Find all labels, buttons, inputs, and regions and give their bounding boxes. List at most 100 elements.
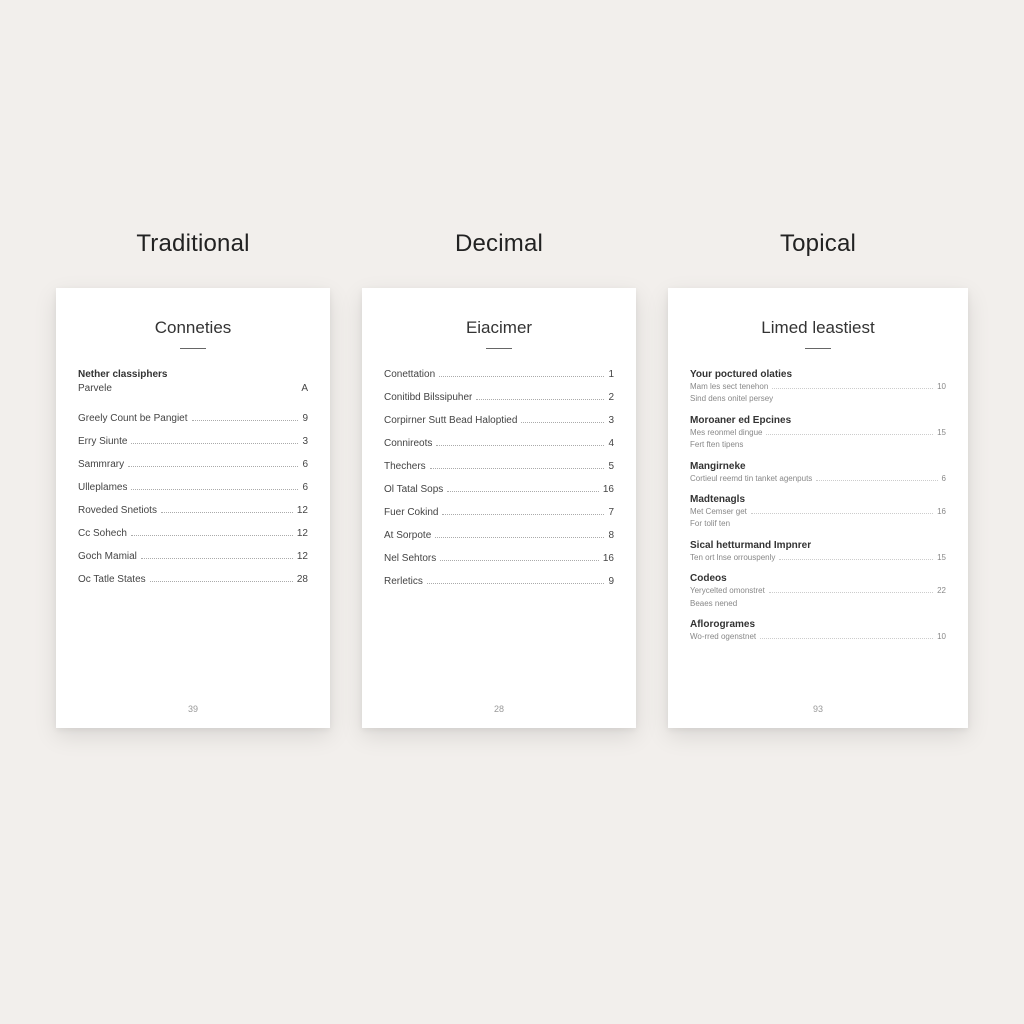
subentry-page: 10 — [937, 382, 946, 392]
subentry-label: Mes reonmel dingue — [690, 428, 762, 438]
entry-label: Goch Mamial — [78, 551, 137, 563]
group-heading: Madtenagls — [690, 494, 946, 505]
dot-leader — [131, 443, 298, 444]
group-subentry: Yerycelted omonstret22 — [690, 586, 946, 596]
subentry-page: 15 — [937, 553, 946, 563]
toc-entry: Conitibd Bilssipuher2 — [384, 392, 614, 404]
subentry-label: Ten ort lnse orrouspenly — [690, 553, 775, 563]
cards-row: Traditional Conneties Nether classiphers… — [56, 230, 968, 728]
toc-group: Aflorogrames Wo-rred ogenstnet 10 — [690, 619, 946, 642]
dot-leader — [442, 514, 604, 515]
dot-leader — [131, 489, 298, 490]
entry-page: 12 — [297, 528, 308, 540]
dot-leader — [141, 558, 293, 559]
entry-label: Roveded Snetiots — [78, 505, 157, 517]
subentry-label: Wo-rred ogenstnet — [690, 632, 756, 642]
dot-leader — [769, 592, 933, 593]
footer-page-number: 39 — [56, 704, 330, 714]
group-heading: Codeos — [690, 573, 946, 584]
toc-entry: Greely Count be Pangiet9 — [78, 413, 308, 425]
toc-entry: Oc Tatle States28 — [78, 574, 308, 586]
group-subentry: Mam les sect tenehon 10 — [690, 382, 946, 392]
subentry-label: Yerycelted omonstret — [690, 586, 765, 596]
dot-leader — [760, 638, 933, 639]
entry-label: Nether classiphers — [78, 369, 168, 381]
toc-entry: Nether classiphers — [78, 369, 308, 381]
entry-label: Oc Tatle States — [78, 574, 146, 586]
toc-group: Madtenagls Met Cemser get 16 For tolif ten — [690, 494, 946, 530]
group-heading: Your poctured olaties — [690, 369, 946, 380]
entry-page: 16 — [603, 553, 614, 565]
dot-leader — [161, 512, 293, 513]
subentry-label: Beaes nened — [690, 599, 737, 609]
entry-page: 12 — [297, 551, 308, 563]
column-title: Traditional — [136, 230, 249, 258]
card-title: Conneties — [78, 318, 308, 338]
title-rule — [486, 348, 512, 349]
toc-entries: Conettation1 Conitibd Bilssipuher2 Corpirn… — [384, 369, 614, 588]
toc-entry: Fuer Cokind7 — [384, 507, 614, 519]
toc-entry: Conettation1 — [384, 369, 614, 381]
dot-leader — [192, 420, 299, 421]
subentry-page: 10 — [937, 632, 946, 642]
toc-entry: Cc Sohech12 — [78, 528, 308, 540]
entry-label: At Sorpote — [384, 530, 431, 542]
title-rule — [805, 348, 831, 349]
entry-page: 8 — [608, 530, 614, 542]
footer-page-number: 93 — [668, 704, 968, 714]
group-heading: Moroaner ed Epcines — [690, 415, 946, 426]
dot-leader — [150, 581, 293, 582]
subentry-label: Mam les sect tenehon — [690, 382, 768, 392]
entry-page: 3 — [302, 436, 308, 448]
group-heading: Aflorogrames — [690, 619, 946, 630]
subentry-label: Fert ften tipens — [690, 440, 743, 450]
column-title: Decimal — [455, 230, 543, 258]
group-subentry: Sind dens onitel persey — [690, 394, 946, 404]
dot-leader — [447, 491, 599, 492]
toc-group: Codeos Yerycelted omonstret22 Beaes nened — [690, 573, 946, 609]
subentry-label: Met Cemser get — [690, 507, 747, 517]
group-heading: Mangirneke — [690, 461, 946, 472]
group-subentry: Cortieul reemd tin tanket agenputs 6 — [690, 474, 946, 484]
dot-leader — [131, 535, 293, 536]
dot-leader — [427, 583, 605, 584]
entry-page: 16 — [603, 484, 614, 496]
subentry-page: 15 — [937, 428, 946, 438]
group-subentry: For tolif ten — [690, 519, 946, 529]
entry-page: 6 — [302, 482, 308, 494]
toc-group: Mangirneke Cortieul reemd tin tanket agen… — [690, 461, 946, 484]
title-rule — [180, 348, 206, 349]
entry-label: Rerletics — [384, 576, 423, 588]
column-topical: Topical Limed leastiest Your poctured ol… — [668, 230, 968, 728]
entry-label: Fuer Cokind — [384, 507, 438, 519]
subentry-page: 16 — [937, 507, 946, 517]
card-decimal: Eiacimer Conettation1Conitibd Bilssipuhe… — [362, 288, 636, 728]
entry-page: A — [301, 383, 308, 395]
column-traditional: Traditional Conneties Nether classiphers… — [56, 230, 330, 728]
entry-label: Ol Tatal Sops — [384, 484, 443, 496]
group-subentry: Mes reonmel dingue 15 — [690, 428, 946, 438]
toc-entry: Corpirner Sutt Bead Haloptied3 — [384, 415, 614, 427]
group-subentry: Wo-rred ogenstnet 10 — [690, 632, 946, 642]
dot-leader — [440, 560, 599, 561]
column-decimal: Decimal Eiacimer Conettation1Conitibd Bi… — [362, 230, 636, 728]
toc-entry: Goch Mamial 12 — [78, 551, 308, 563]
dot-leader — [779, 559, 933, 560]
toc-groups: Your poctured olaties Mam les sect teneho… — [690, 369, 946, 642]
subentry-page: 6 — [942, 474, 946, 484]
subentry-label: For tolif ten — [690, 519, 730, 529]
subentry-label: Cortieul reemd tin tanket agenputs — [690, 474, 812, 484]
toc-entry: Ulleplames6 — [78, 482, 308, 494]
toc-entry: Sammrary6 — [78, 459, 308, 471]
entry-label: Greely Count be Pangiet — [78, 413, 188, 425]
toc-entry: Nel Sehtors16 — [384, 553, 614, 565]
entry-label: Connireots — [384, 438, 432, 450]
toc-group: Sical hetturmand ImpnrerTen ort lnse orr… — [690, 540, 946, 563]
toc-group: Your poctured olaties Mam les sect teneho… — [690, 369, 946, 405]
entry-label: Thechers — [384, 461, 426, 473]
dot-leader — [766, 434, 933, 435]
entry-label: Sammrary — [78, 459, 124, 471]
entry-page: 3 — [608, 415, 614, 427]
card-traditional: Conneties Nether classiphers Parvele A Gree… — [56, 288, 330, 728]
entry-label: Parvele — [78, 383, 112, 395]
